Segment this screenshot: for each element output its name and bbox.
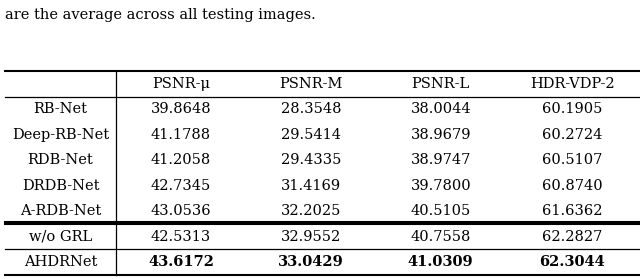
Text: 60.2724: 60.2724 bbox=[542, 128, 602, 142]
Text: 62.2827: 62.2827 bbox=[542, 230, 602, 244]
Text: 31.4169: 31.4169 bbox=[281, 179, 341, 193]
Text: 61.6362: 61.6362 bbox=[542, 204, 602, 218]
Text: 41.1788: 41.1788 bbox=[151, 128, 211, 142]
Text: PSNR-μ: PSNR-μ bbox=[152, 77, 210, 91]
Text: Deep-RB-Net: Deep-RB-Net bbox=[12, 128, 109, 142]
Text: AHDRNet: AHDRNet bbox=[24, 255, 97, 269]
Text: 60.1905: 60.1905 bbox=[542, 102, 602, 116]
Text: HDR-VDP-2: HDR-VDP-2 bbox=[530, 77, 614, 91]
Text: 42.5313: 42.5313 bbox=[151, 230, 211, 244]
Text: 60.8740: 60.8740 bbox=[542, 179, 602, 193]
Text: 29.4335: 29.4335 bbox=[281, 153, 341, 167]
Text: PSNR-L: PSNR-L bbox=[412, 77, 470, 91]
Text: A-RDB-Net: A-RDB-Net bbox=[20, 204, 101, 218]
Text: 43.6172: 43.6172 bbox=[148, 255, 214, 269]
Text: 39.7800: 39.7800 bbox=[410, 179, 471, 193]
Text: are the average across all testing images.: are the average across all testing image… bbox=[5, 8, 316, 22]
Text: 38.9679: 38.9679 bbox=[410, 128, 471, 142]
Text: 40.7558: 40.7558 bbox=[410, 230, 471, 244]
Text: RB-Net: RB-Net bbox=[33, 102, 88, 116]
Text: 40.5105: 40.5105 bbox=[411, 204, 471, 218]
Text: 38.0044: 38.0044 bbox=[410, 102, 471, 116]
Text: 62.3044: 62.3044 bbox=[540, 255, 605, 269]
Text: 29.5414: 29.5414 bbox=[281, 128, 341, 142]
Text: 39.8648: 39.8648 bbox=[150, 102, 211, 116]
Text: 28.3548: 28.3548 bbox=[280, 102, 341, 116]
Text: w/o GRL: w/o GRL bbox=[29, 230, 92, 244]
Text: 38.9747: 38.9747 bbox=[410, 153, 471, 167]
Text: 32.9552: 32.9552 bbox=[281, 230, 341, 244]
Text: 41.2058: 41.2058 bbox=[151, 153, 211, 167]
Text: 41.0309: 41.0309 bbox=[408, 255, 474, 269]
Text: 43.0536: 43.0536 bbox=[150, 204, 211, 218]
Text: PSNR-M: PSNR-M bbox=[279, 77, 342, 91]
Text: DRDB-Net: DRDB-Net bbox=[22, 179, 99, 193]
Text: 33.0429: 33.0429 bbox=[278, 255, 344, 269]
Text: 32.2025: 32.2025 bbox=[281, 204, 341, 218]
Text: 60.5107: 60.5107 bbox=[542, 153, 602, 167]
Text: RDB-Net: RDB-Net bbox=[28, 153, 93, 167]
Text: 42.7345: 42.7345 bbox=[151, 179, 211, 193]
